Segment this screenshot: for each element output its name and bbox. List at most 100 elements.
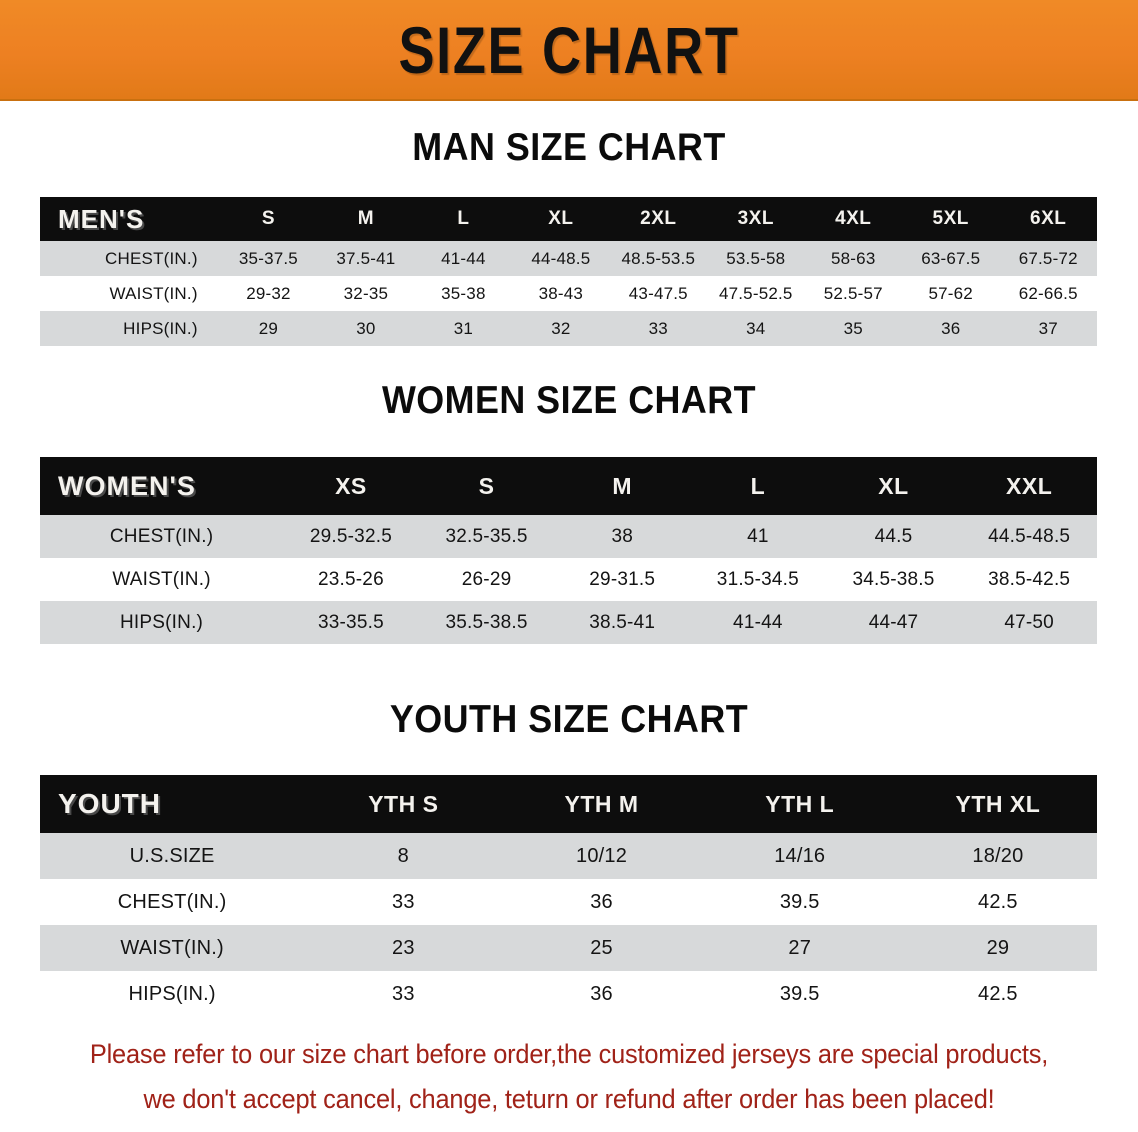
measurement-value: 30 (317, 311, 415, 346)
measurement-value: 23.5-26 (283, 558, 419, 601)
measurement-value: 34 (707, 311, 805, 346)
measurement-value: 18/20 (898, 833, 1097, 879)
measurement-value: 33 (304, 879, 503, 925)
size-column-header: S (418, 457, 555, 515)
measurement-value: 8 (304, 833, 503, 879)
table-header-label: WOMEN'S (40, 457, 284, 515)
measurement-label: WAIST(IN.) (40, 276, 220, 311)
measurement-value: 39.5 (700, 879, 899, 925)
measurement-label: CHEST(IN.) (40, 879, 305, 925)
measurement-label: HIPS(IN.) (40, 311, 220, 346)
measurement-value: 41 (690, 515, 826, 558)
table-row: HIPS(IN.) 29 30 31 32 33 34 35 36 37 (40, 311, 1097, 346)
section-title-man: MAN SIZE CHART (412, 126, 726, 169)
size-column-header: 6XL (999, 197, 1097, 241)
measurement-label: WAIST(IN.) (40, 925, 305, 971)
measurement-value: 29 (219, 311, 318, 346)
table-header-label: YOUTH (40, 775, 305, 833)
measurement-value: 35.5-38.5 (418, 601, 555, 644)
size-column-header: 5XL (901, 197, 1000, 241)
size-column-header: 3XL (707, 197, 805, 241)
table-row: HIPS(IN.) 33-35.5 35.5-38.5 38.5-41 41-44 44-… (40, 601, 1097, 644)
youth-size-table: YOUTH YTH S YTH M YTH L YTH XL U.S.SIZE 8 10/12… (40, 775, 1097, 1017)
note-line-1: Please refer to our size chart before or… (89, 1039, 1049, 1069)
table-row: WAIST(IN.) 29-32 32-35 35-38 38-43 43-47.5 47.… (40, 276, 1097, 311)
measurement-value: 34.5-38.5 (825, 558, 962, 601)
measurement-value: 63-67.5 (901, 241, 1000, 276)
measurement-value: 26-29 (418, 558, 555, 601)
measurement-value: 38.5-41 (554, 601, 691, 644)
measurement-value: 33 (304, 971, 503, 1017)
measurement-value: 47.5-52.5 (707, 276, 805, 311)
measurement-value: 35-37.5 (219, 241, 318, 276)
size-column-header: YTH L (700, 775, 899, 833)
measurement-value: 32 (512, 311, 610, 346)
measurement-value: 53.5-58 (707, 241, 805, 276)
measurement-value: 29-32 (219, 276, 318, 311)
measurement-value: 33-35.5 (283, 601, 419, 644)
size-column-header: YTH XL (898, 775, 1097, 833)
measurement-value: 41-44 (690, 601, 826, 644)
measurement-label: CHEST(IN.) (40, 515, 284, 558)
measurement-value: 42.5 (898, 971, 1097, 1017)
size-column-header: S (219, 197, 318, 241)
measurement-value: 36 (502, 879, 701, 925)
measurement-value: 14/16 (700, 833, 899, 879)
measurement-value: 32-35 (317, 276, 415, 311)
size-column-header: L (690, 457, 826, 515)
youth-table: YOUTH YTH S YTH M YTH L YTH XL U.S.SIZE 8 10/12… (40, 775, 1097, 1017)
measurement-label: U.S.SIZE (40, 833, 305, 879)
page-banner: SIZE CHART (0, 0, 1138, 101)
measurement-value: 41-44 (414, 241, 513, 276)
measurement-value: 29 (898, 925, 1097, 971)
size-column-header: XXL (961, 457, 1097, 515)
measurement-value: 37 (999, 311, 1097, 346)
measurement-value: 47-50 (961, 601, 1097, 644)
measurement-value: 29.5-32.5 (283, 515, 419, 558)
measurement-value: 38 (554, 515, 691, 558)
size-column-header: M (317, 197, 415, 241)
measurement-value: 37.5-41 (317, 241, 415, 276)
measurement-value: 31.5-34.5 (690, 558, 826, 601)
women-table: WOMEN'S XS S M L XL XXL CHEST(IN.) 29.5-32.5 32.5… (40, 457, 1097, 644)
measurement-value: 42.5 (898, 879, 1097, 925)
measurement-value: 43-47.5 (609, 276, 708, 311)
table-row: CHEST(IN.) 29.5-32.5 32.5-35.5 38 41 44.5 44.5… (40, 515, 1097, 558)
table-header-row: WOMEN'S XS S M L XL XXL (40, 457, 1097, 515)
measurement-value: 35-38 (414, 276, 513, 311)
measurement-value: 44-48.5 (512, 241, 610, 276)
table-header-row: MEN'S S M L XL 2XL 3XL 4XL 5XL 6XL (40, 197, 1097, 241)
table-header-label: MEN'S (40, 197, 220, 241)
measurement-value: 67.5-72 (999, 241, 1097, 276)
measurement-value: 23 (304, 925, 503, 971)
measurement-label: WAIST(IN.) (40, 558, 284, 601)
measurement-value: 38-43 (512, 276, 610, 311)
table-row: U.S.SIZE 8 10/12 14/16 18/20 (40, 833, 1097, 879)
measurement-value: 57-62 (901, 276, 1000, 311)
section-title-youth: YOUTH SIZE CHART (389, 698, 749, 741)
order-policy-note: Please refer to our size chart before or… (34, 1032, 1104, 1122)
measurement-value: 39.5 (700, 971, 899, 1017)
measurement-value: 35 (804, 311, 902, 346)
measurement-value: 32.5-35.5 (418, 515, 555, 558)
measurement-value: 36 (502, 971, 701, 1017)
table-row: WAIST(IN.) 23.5-26 26-29 29-31.5 31.5-34.5 34… (40, 558, 1097, 601)
measurement-value: 44.5-48.5 (961, 515, 1097, 558)
size-column-header: 4XL (804, 197, 902, 241)
measurement-value: 33 (609, 311, 708, 346)
measurement-value: 25 (502, 925, 701, 971)
measurement-value: 52.5-57 (804, 276, 902, 311)
size-column-header: XS (283, 457, 419, 515)
measurement-value: 48.5-53.5 (609, 241, 708, 276)
measurement-value: 44-47 (825, 601, 962, 644)
men-table: MEN'S S M L XL 2XL 3XL 4XL 5XL 6XL CHEST(IN.) 35-37… (40, 197, 1097, 346)
measurement-value: 44.5 (825, 515, 962, 558)
measurement-value: 36 (901, 311, 1000, 346)
page-title: SIZE CHART (398, 12, 740, 87)
size-column-header: 2XL (609, 197, 708, 241)
size-column-header: XL (825, 457, 962, 515)
table-header-row: YOUTH YTH S YTH M YTH L YTH XL (40, 775, 1097, 833)
measurement-value: 31 (414, 311, 513, 346)
measurement-label: CHEST(IN.) (40, 241, 220, 276)
